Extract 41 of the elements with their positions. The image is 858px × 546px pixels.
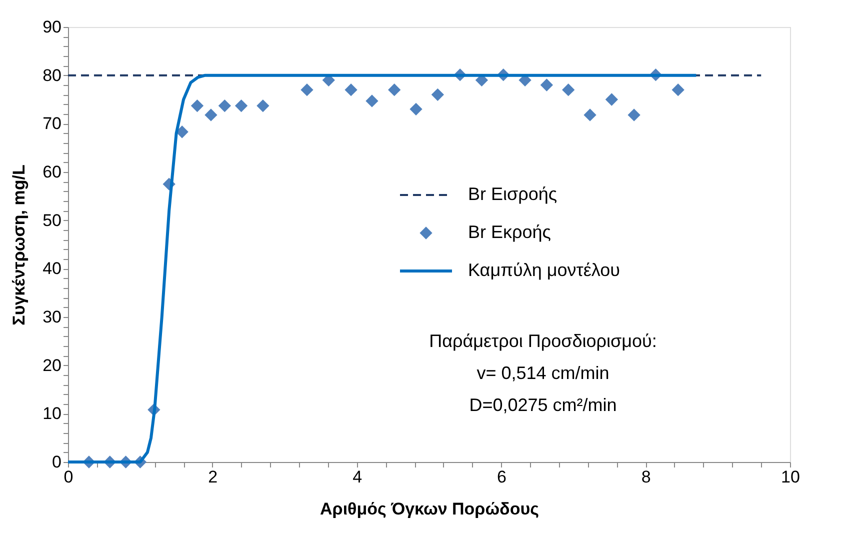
- point: [388, 84, 401, 96]
- x-tick-label: 0: [64, 468, 74, 486]
- point: [256, 99, 270, 112]
- legend-label: Br Εισροής: [468, 184, 558, 204]
- point: [300, 84, 314, 96]
- point: [344, 84, 358, 96]
- x-tick-label: 10: [781, 468, 800, 486]
- y-tick-label: 60: [42, 162, 62, 182]
- y-tick-label: 40: [42, 259, 62, 278]
- y-tick-label: 80: [42, 66, 62, 85]
- y-tick-label: 50: [42, 210, 62, 230]
- x-axis-title: Αριθμός Όγκων Πορώδους: [320, 500, 540, 518]
- annotation: D=0,0275 cm²/min: [469, 395, 617, 415]
- annotation: Παράμετροι Προσδιορισμού:: [429, 331, 657, 351]
- legend-label: Br Εκροής: [468, 222, 552, 242]
- y-axis-title: Συγκέντρωση, mg/L: [10, 164, 29, 326]
- y-tick-label: 10: [42, 404, 62, 424]
- y-tick-label: 0: [52, 452, 62, 472]
- point: [190, 99, 204, 112]
- x-tick-label: 4: [352, 468, 362, 486]
- point: [410, 102, 422, 116]
- point: [366, 94, 378, 108]
- legend-label: Καμπύλη μοντέλου: [468, 260, 620, 280]
- point: [540, 78, 554, 92]
- point: [628, 108, 640, 122]
- x-tick-label: 8: [641, 468, 651, 486]
- point: [204, 108, 218, 122]
- annotation: v= 0,514 cm/min: [476, 363, 610, 383]
- x-tick-label: 6: [496, 468, 506, 486]
- point: [431, 88, 444, 101]
- y-tick-label: 90: [42, 18, 62, 36]
- point: [584, 108, 596, 122]
- point: [562, 84, 575, 96]
- point: [605, 93, 618, 106]
- point: [234, 99, 248, 112]
- y-tick-label: 70: [42, 114, 62, 134]
- point: [218, 99, 231, 112]
- point: [672, 84, 684, 96]
- y-tick-label: 20: [42, 356, 62, 375]
- x-tick-label: 2: [208, 468, 218, 486]
- y-tick-label: 30: [42, 308, 62, 326]
